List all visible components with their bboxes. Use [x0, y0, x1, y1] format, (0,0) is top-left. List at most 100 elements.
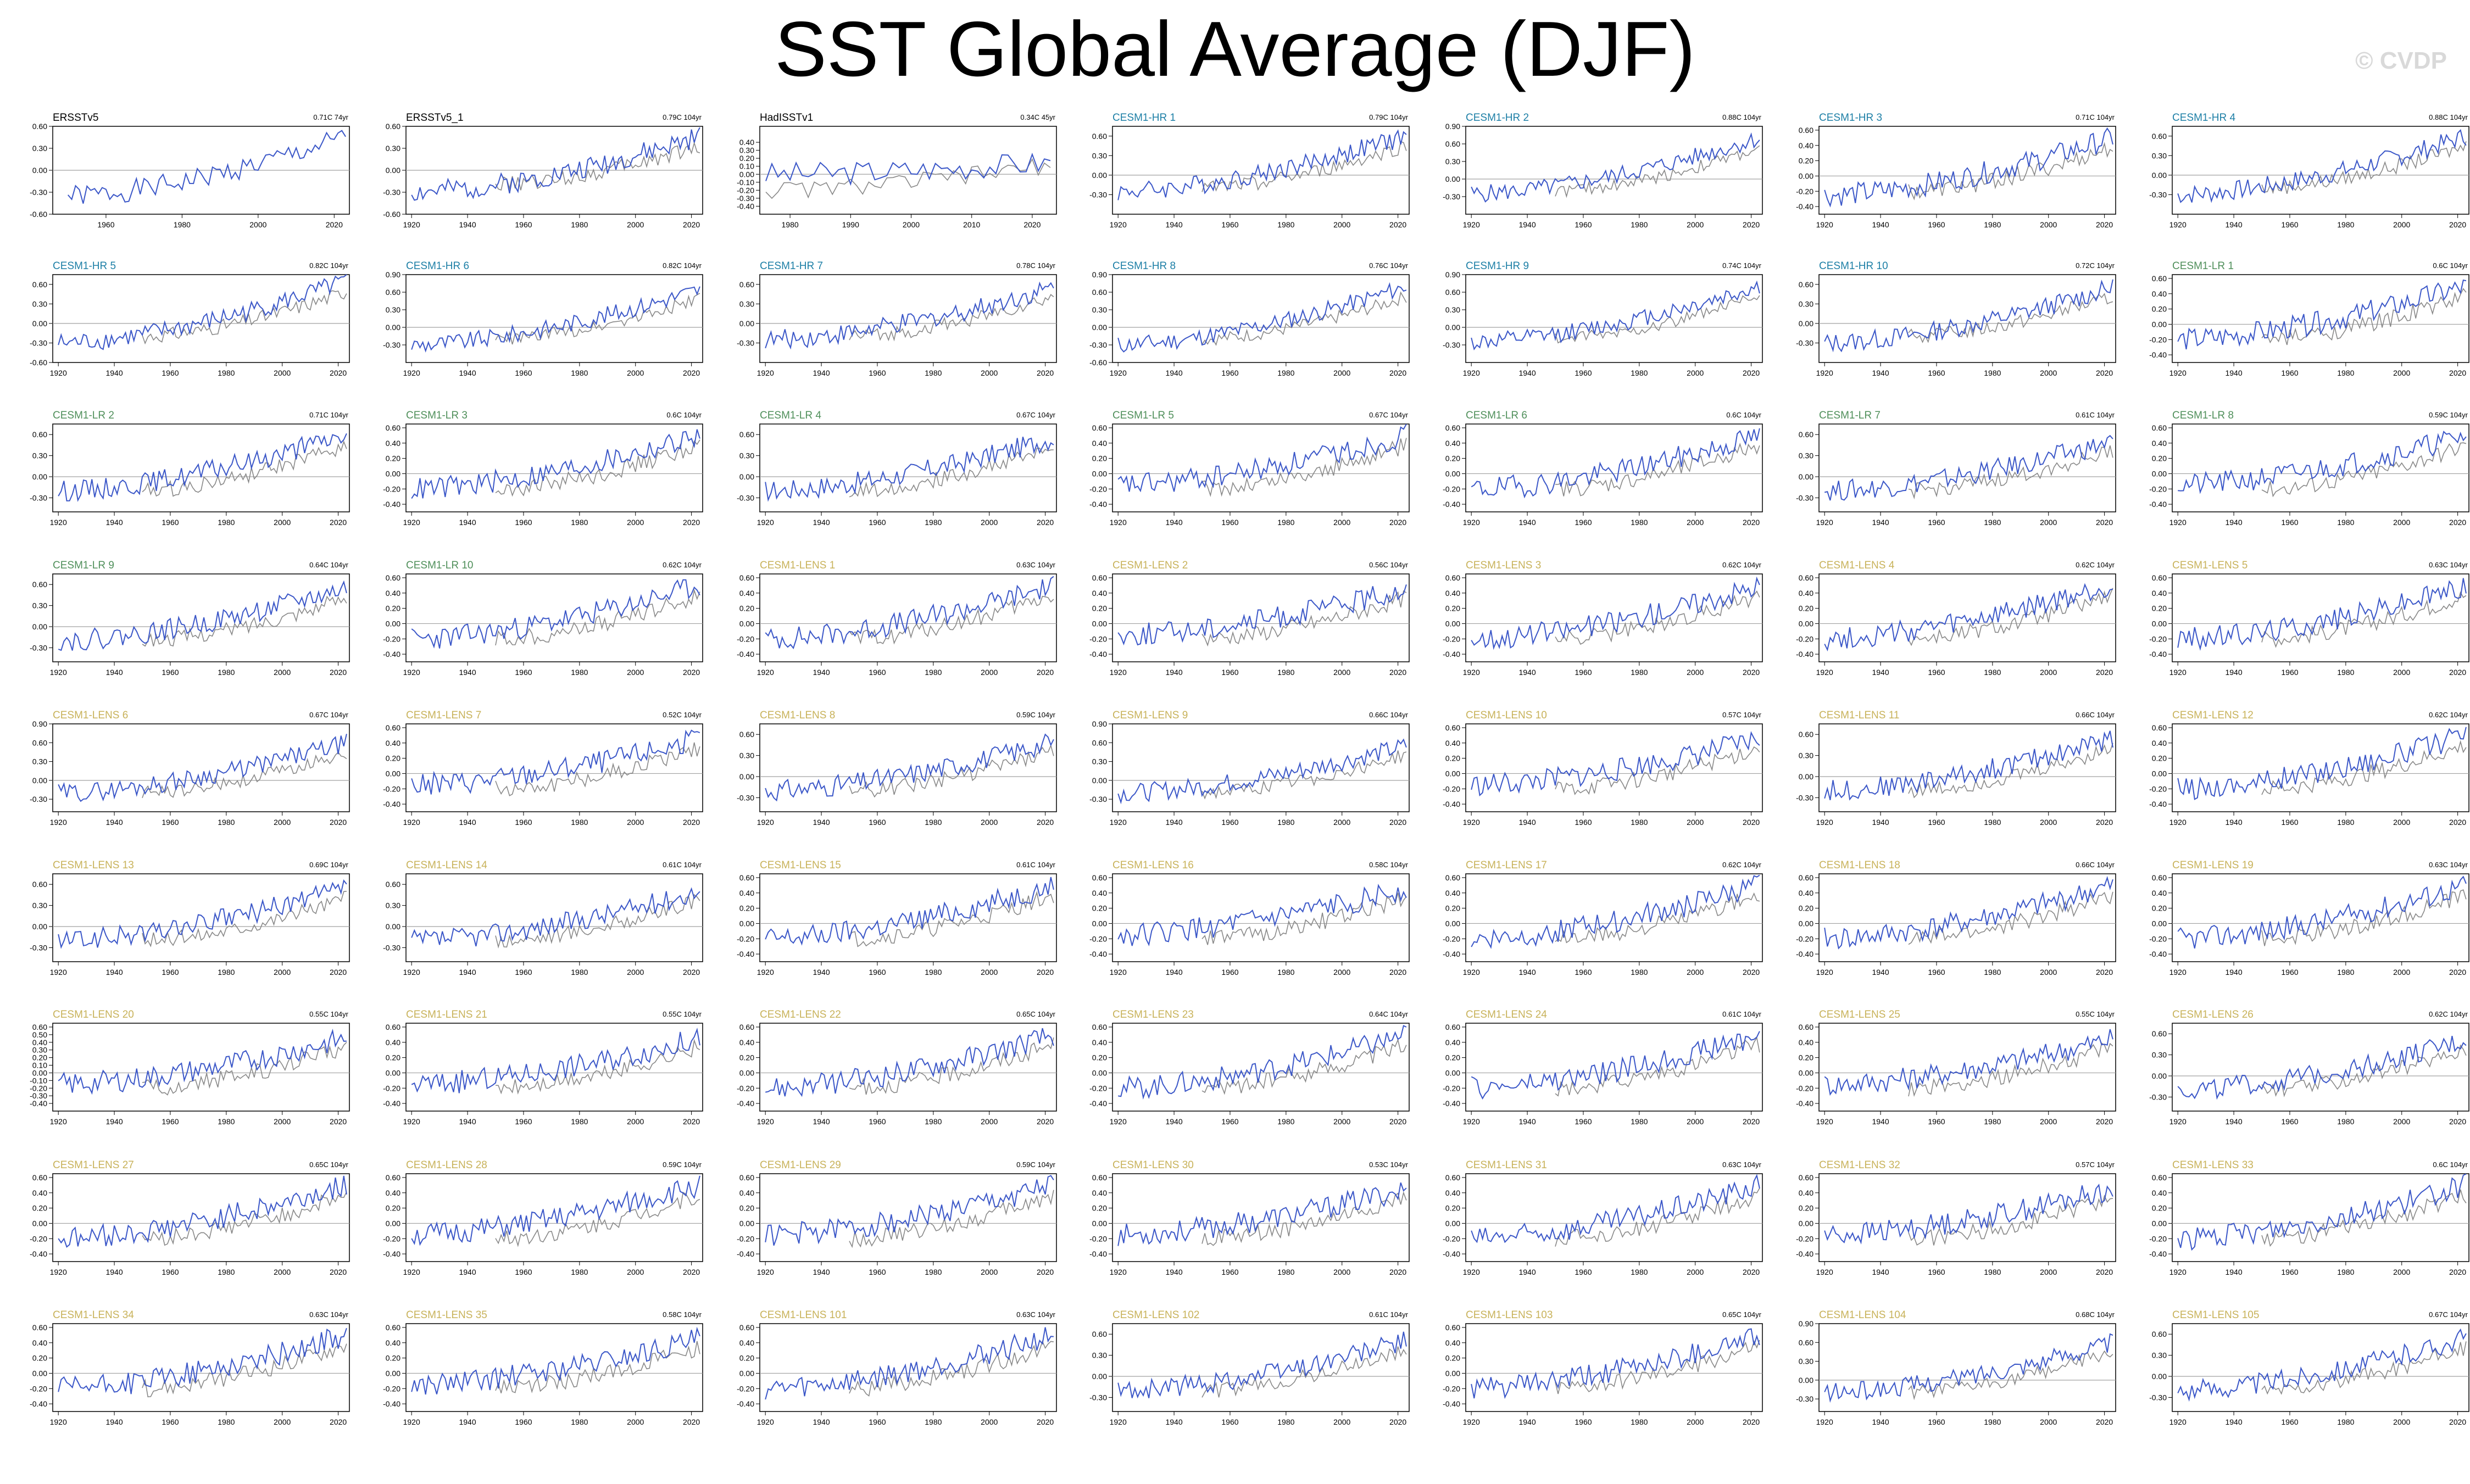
x-tick-label: 1920: [1463, 968, 1480, 977]
panel-title: CESM1-HR 8: [1112, 260, 1176, 272]
y-tick-label: -0.40: [2149, 650, 2167, 659]
panel-title: CESM1-LR 3: [406, 410, 468, 421]
y-tick-label: 0.00: [1799, 1068, 1813, 1077]
model-series-line: [2177, 1173, 2467, 1251]
y-tick-label: 0.60: [1799, 430, 1813, 439]
chart-panel: CESM1-LR 8 0.59C 104yr 0.60 0.40 0.20 0.00 -0.…: [2129, 408, 2470, 528]
y-tick-label: 0.30: [2152, 1351, 2167, 1360]
x-tick-label: 1980: [2337, 369, 2354, 377]
chart-panel: ERSSTv5_1 0.79C 104yr 0.60 0.30 0.00 -0.30 -0.…: [363, 110, 708, 231]
plot-frame: [759, 1323, 1057, 1412]
model-series-line: [58, 274, 347, 350]
y-tick-label: -0.30: [1089, 190, 1107, 199]
x-tick-label: 2020: [1037, 1418, 1054, 1426]
y-tick-label: 0.60: [1799, 280, 1813, 289]
x-tick-label: 1980: [1277, 518, 1294, 527]
y-tick-label: 0.20: [32, 1204, 47, 1213]
x-tick-label: 1920: [403, 220, 420, 229]
model-series-line: [2177, 279, 2467, 350]
panel-title: CESM1-LENS 22: [760, 1009, 841, 1020]
panel-trend: 0.69C 104yr: [309, 861, 348, 869]
model-series-line: [58, 1029, 347, 1095]
x-tick-label: 1920: [403, 818, 420, 827]
panel-title: CESM1-HR 1: [1112, 112, 1176, 124]
x-tick-label: 2020: [2449, 968, 2466, 977]
plot-frame: [759, 1023, 1057, 1112]
chart-panel: CESM1-LENS 31 0.63C 104yr 0.60 0.40 0.20 0.00…: [1423, 1157, 1768, 1278]
y-tick-label: 0.20: [1445, 454, 1460, 463]
y-tick-label: -0.30: [2149, 1393, 2167, 1402]
x-tick-label: 1920: [1816, 220, 1833, 229]
x-tick-label: 1920: [50, 369, 67, 377]
x-tick-label: 1940: [2225, 668, 2242, 677]
y-tick-label: 0.00: [386, 323, 400, 332]
panel-trend: 0.57C 104yr: [1722, 711, 1761, 719]
plot-frame: [2172, 1023, 2469, 1112]
x-tick-label: 2000: [2393, 1418, 2410, 1426]
x-tick-label: 1940: [459, 369, 476, 377]
panel-trend: 0.62C 104yr: [2076, 561, 2115, 569]
model-series-line: [411, 887, 700, 947]
y-tick-label: 0.20: [1445, 1204, 1460, 1213]
chart-panel: CESM1-LR 5 0.67C 104yr 0.60 0.40 0.20 0.00 -0.…: [1070, 408, 1415, 528]
plot-frame: [52, 423, 350, 512]
x-tick-label: 2000: [627, 818, 644, 827]
y-tick-label: -0.40: [2149, 500, 2167, 509]
chart-svg: 0.60 0.30 0.00 -0.30 1920 1940 1960 1980 2000 202…: [1796, 274, 2116, 377]
panel-title: CESM1-LENS 102: [1112, 1309, 1200, 1321]
x-tick-label: 1960: [1221, 220, 1238, 229]
x-tick-label: 2000: [2393, 1117, 2410, 1126]
x-tick-label: 1960: [2281, 818, 2298, 827]
x-tick-label: 1960: [869, 1117, 886, 1126]
chart-svg: 0.90 0.60 0.30 0.00 -0.30 1920 1940 1960 1980 200…: [383, 270, 703, 377]
x-tick-label: 1980: [571, 818, 588, 827]
x-tick-label: 2000: [627, 518, 644, 527]
y-tick-label: 0.90: [1445, 122, 1460, 131]
y-tick-label: 0.00: [1092, 1068, 1107, 1077]
panel-trend: 0.57C 104yr: [2076, 1161, 2115, 1169]
x-tick-label: 1980: [571, 1418, 588, 1426]
y-tick-label: 0.40: [2152, 739, 2167, 747]
y-tick-label: 0.00: [386, 619, 400, 628]
x-tick-label: 1980: [571, 668, 588, 677]
model-series-line: [1117, 1331, 1407, 1399]
chart-svg: 0.90 0.60 0.30 0.00 -0.30 1920 1940 1960 1980 200…: [30, 719, 350, 827]
y-tick-label: 0.00: [2152, 919, 2167, 928]
plot-frame: [1465, 274, 1763, 363]
obs-series-line: [1201, 750, 1407, 800]
chart-panel: CESM1-LENS 35 0.58C 104yr 0.60 0.40 0.20 0.00…: [363, 1307, 708, 1428]
chart-svg: 0.60 0.30 0.00 -0.30 1920 1940 1960 1980 2000 202…: [383, 873, 703, 977]
x-tick-label: 1940: [2225, 968, 2242, 977]
obs-series-line: [1201, 1038, 1407, 1095]
y-tick-label: 0.20: [386, 1354, 400, 1363]
y-tick-label: 0.00: [1799, 472, 1813, 481]
y-tick-label: 0.40: [1799, 889, 1813, 897]
y-tick-label: 0.00: [386, 1219, 400, 1228]
y-tick-label: 0.60: [1799, 126, 1813, 135]
y-tick-label: 0.00: [2152, 769, 2167, 778]
y-tick-label: -0.30: [383, 188, 400, 197]
y-tick-label: -0.40: [1443, 500, 1460, 509]
y-tick-label: 0.30: [32, 601, 47, 610]
x-tick-label: 2020: [683, 1418, 700, 1426]
x-tick-label: 1960: [1575, 518, 1592, 527]
plot-frame: [52, 1323, 350, 1412]
x-tick-label: 1920: [1110, 369, 1127, 377]
x-tick-label: 1980: [1984, 220, 2001, 229]
model-series-line: [1824, 279, 2113, 353]
plot-frame: [1112, 126, 1410, 215]
model-series-line: [765, 576, 1054, 650]
panel-title: CESM1-LENS 5: [2172, 560, 2248, 571]
y-tick-label: 0.00: [1799, 919, 1813, 928]
y-tick-label: -0.30: [30, 493, 47, 502]
plot-frame: [1818, 1323, 2116, 1412]
chart-panel: CESM1-LENS 9 0.66C 104yr 0.90 0.60 0.30 0.00 -…: [1070, 707, 1415, 828]
model-series-line: [1117, 423, 1407, 493]
chart-svg: 0.90 0.60 0.30 0.00 -0.30 1920 1940 1960 1980 200…: [1796, 1319, 2116, 1426]
x-tick-label: 1980: [1984, 1418, 2001, 1426]
